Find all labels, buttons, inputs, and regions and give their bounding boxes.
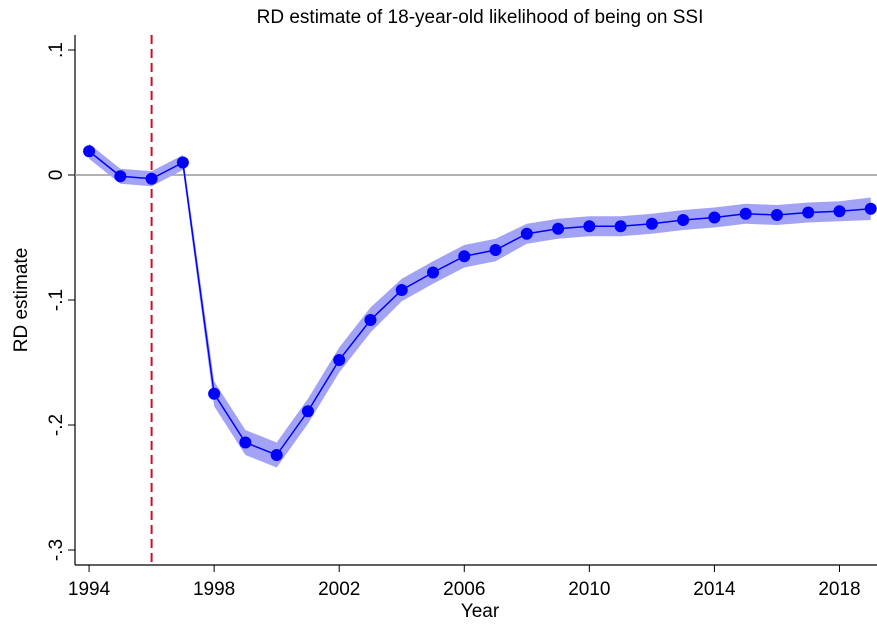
estimate-point [614, 220, 627, 233]
y-axis-label: RD estimate [11, 248, 32, 353]
estimate-point [458, 250, 471, 263]
estimate-point [83, 145, 96, 158]
x-tick-label: 2014 [693, 579, 736, 600]
estimate-point [833, 205, 846, 218]
estimate-point [364, 314, 377, 326]
estimate-point [552, 222, 565, 235]
x-axis-label: Year [461, 601, 500, 622]
estimate-point [145, 172, 158, 185]
estimate-point [520, 227, 533, 240]
estimate-point [645, 217, 658, 230]
estimate-point [864, 202, 877, 215]
estimate-point [208, 387, 221, 400]
estimate-point [427, 266, 440, 279]
confidence-band [89, 143, 871, 468]
estimate-point [583, 220, 596, 233]
y-tick-label: -.2 [46, 414, 67, 436]
estimate-point [739, 207, 752, 220]
x-tick-label: 1998 [193, 579, 235, 600]
y-tick-label: -.3 [46, 539, 67, 561]
estimate-point [770, 209, 783, 221]
estimate-point [270, 449, 283, 461]
x-tick-label: 2010 [568, 579, 610, 600]
y-tick-label: -.1 [46, 289, 67, 311]
x-tick-label: 1994 [68, 579, 111, 600]
x-tick-label: 2002 [318, 579, 360, 600]
estimate-point [708, 211, 721, 224]
estimate-point [333, 354, 346, 366]
estimate-point [114, 170, 127, 183]
estimate-point [489, 244, 502, 256]
x-tick-label: 2006 [443, 579, 485, 600]
estimate-point [802, 206, 815, 219]
y-tick-label: 0 [46, 170, 67, 181]
chart-title: RD estimate of 18-year-old likelihood of… [257, 7, 704, 28]
estimate-point [176, 156, 189, 169]
estimate-line [88, 150, 871, 456]
estimate-point [677, 214, 690, 226]
estimate-point [239, 436, 252, 449]
y-tick-label: .1 [46, 42, 67, 58]
x-tick-label: 2018 [818, 579, 860, 600]
estimate-point [395, 284, 408, 296]
estimate-point [301, 405, 314, 418]
